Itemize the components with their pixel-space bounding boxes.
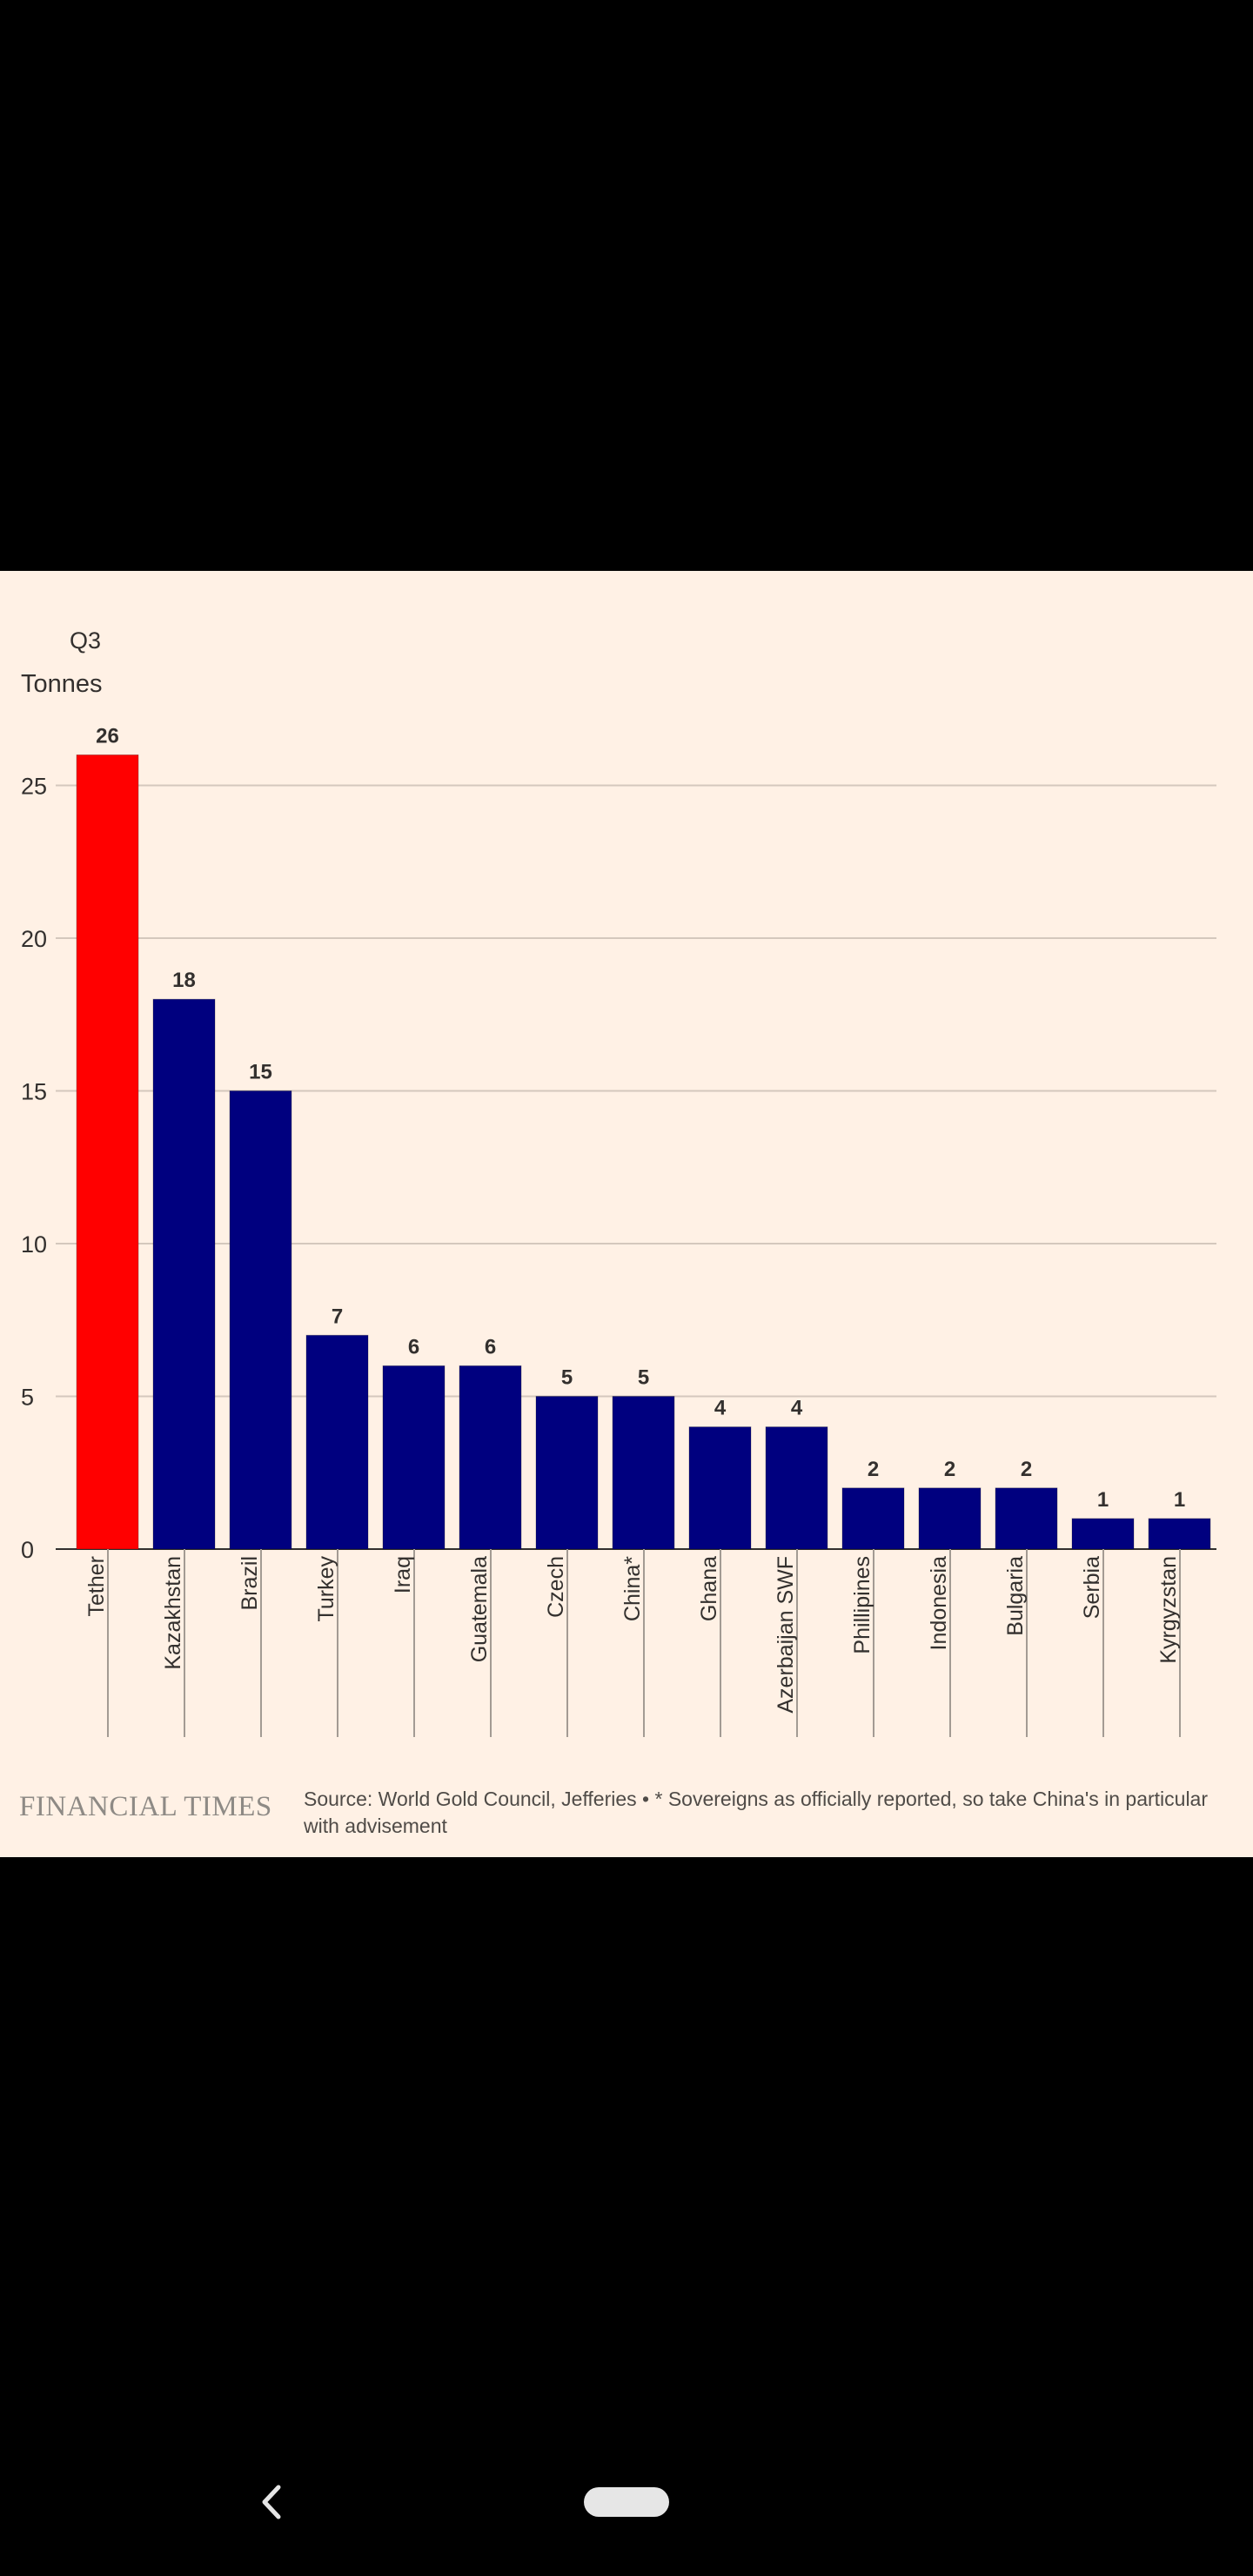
x-tick-label: Serbia <box>1080 1556 1104 1619</box>
data-label: 1 <box>1097 1488 1109 1512</box>
bar-phillipines <box>841 1487 905 1550</box>
bar-azerbaijan-swf <box>765 1426 828 1550</box>
bar-serbia <box>1071 1518 1135 1550</box>
bar-turkey <box>305 1334 369 1550</box>
x-tick-label: Tether <box>84 1556 109 1616</box>
data-label: 1 <box>1174 1488 1185 1512</box>
bar-china- <box>612 1396 675 1550</box>
x-tick-label: Indonesia <box>927 1556 951 1651</box>
data-label: 5 <box>638 1366 649 1390</box>
data-label: 2 <box>944 1458 955 1481</box>
bar-tether <box>76 754 139 1550</box>
y-tick-label: 5 <box>21 1385 34 1411</box>
data-label: 5 <box>561 1366 573 1390</box>
brand-logo: FINANCIAL TIMES <box>19 1791 272 1822</box>
bar-bulgaria <box>995 1487 1058 1550</box>
category-labels: Tether Kazakhstan Brazil Turkey Iraq Guatemal… <box>84 1549 1181 1737</box>
bar-guatemala <box>459 1365 522 1550</box>
x-tick-label: Bulgaria <box>1003 1556 1028 1636</box>
x-tick-label: Kyrgyzstan <box>1156 1556 1181 1664</box>
data-label: 4 <box>791 1397 803 1420</box>
x-tick-label: Iraq <box>391 1556 415 1593</box>
bar-kyrgyzstan <box>1148 1518 1211 1550</box>
x-tick-label: Azerbaijan SWF <box>774 1556 798 1714</box>
bar-kazakhstan <box>152 998 216 1550</box>
data-label: 2 <box>1021 1458 1032 1481</box>
y-tick-label: 0 <box>21 1537 34 1563</box>
chart-panel: Q3 Tonnes 0 5 10 15 20 25 26 18 15 7 6 6 5 5 4 4 2 2 2 1 1 … <box>0 571 1253 1857</box>
chart-title: Q3 <box>70 627 101 654</box>
navigation-bar <box>0 2437 1253 2576</box>
bar-ghana <box>688 1426 752 1550</box>
bar-czech <box>535 1396 599 1550</box>
y-tick-label: 15 <box>21 1079 47 1105</box>
x-tick-label: Ghana <box>697 1556 721 1621</box>
y-axis-label: Tonnes <box>21 670 103 698</box>
data-label: 4 <box>714 1397 727 1420</box>
y-tick-label: 25 <box>21 774 47 800</box>
data-label: 6 <box>485 1335 496 1358</box>
data-label: 6 <box>408 1335 419 1358</box>
bar-brazil <box>229 1090 292 1550</box>
data-label: 18 <box>172 969 196 992</box>
x-tick-label: Kazakhstan <box>161 1556 185 1670</box>
chevron-left-icon[interactable] <box>252 2480 291 2524</box>
y-tick-label: 20 <box>21 926 47 952</box>
x-tick-label: China* <box>620 1556 645 1621</box>
y-tick-label: 10 <box>21 1231 47 1258</box>
data-label: 15 <box>249 1061 272 1084</box>
x-tick-label: Phillipines <box>850 1556 874 1654</box>
x-tick-label: Turkey <box>314 1556 338 1622</box>
bars: 26 18 15 7 6 6 5 5 4 4 2 2 2 1 1 <box>76 724 1211 1550</box>
home-pill-icon[interactable] <box>584 2487 669 2517</box>
data-label: 26 <box>96 724 119 748</box>
source-note: Source: World Gold Council, Jefferies • … <box>304 1788 1208 1837</box>
bar-iraq <box>382 1365 446 1550</box>
x-tick-label: Czech <box>544 1556 568 1618</box>
data-label: 7 <box>332 1305 343 1328</box>
bar-indonesia <box>918 1487 982 1550</box>
data-label: 2 <box>868 1458 879 1481</box>
x-tick-label: Guatemala <box>467 1556 492 1662</box>
x-tick-label: Brazil <box>238 1556 262 1611</box>
